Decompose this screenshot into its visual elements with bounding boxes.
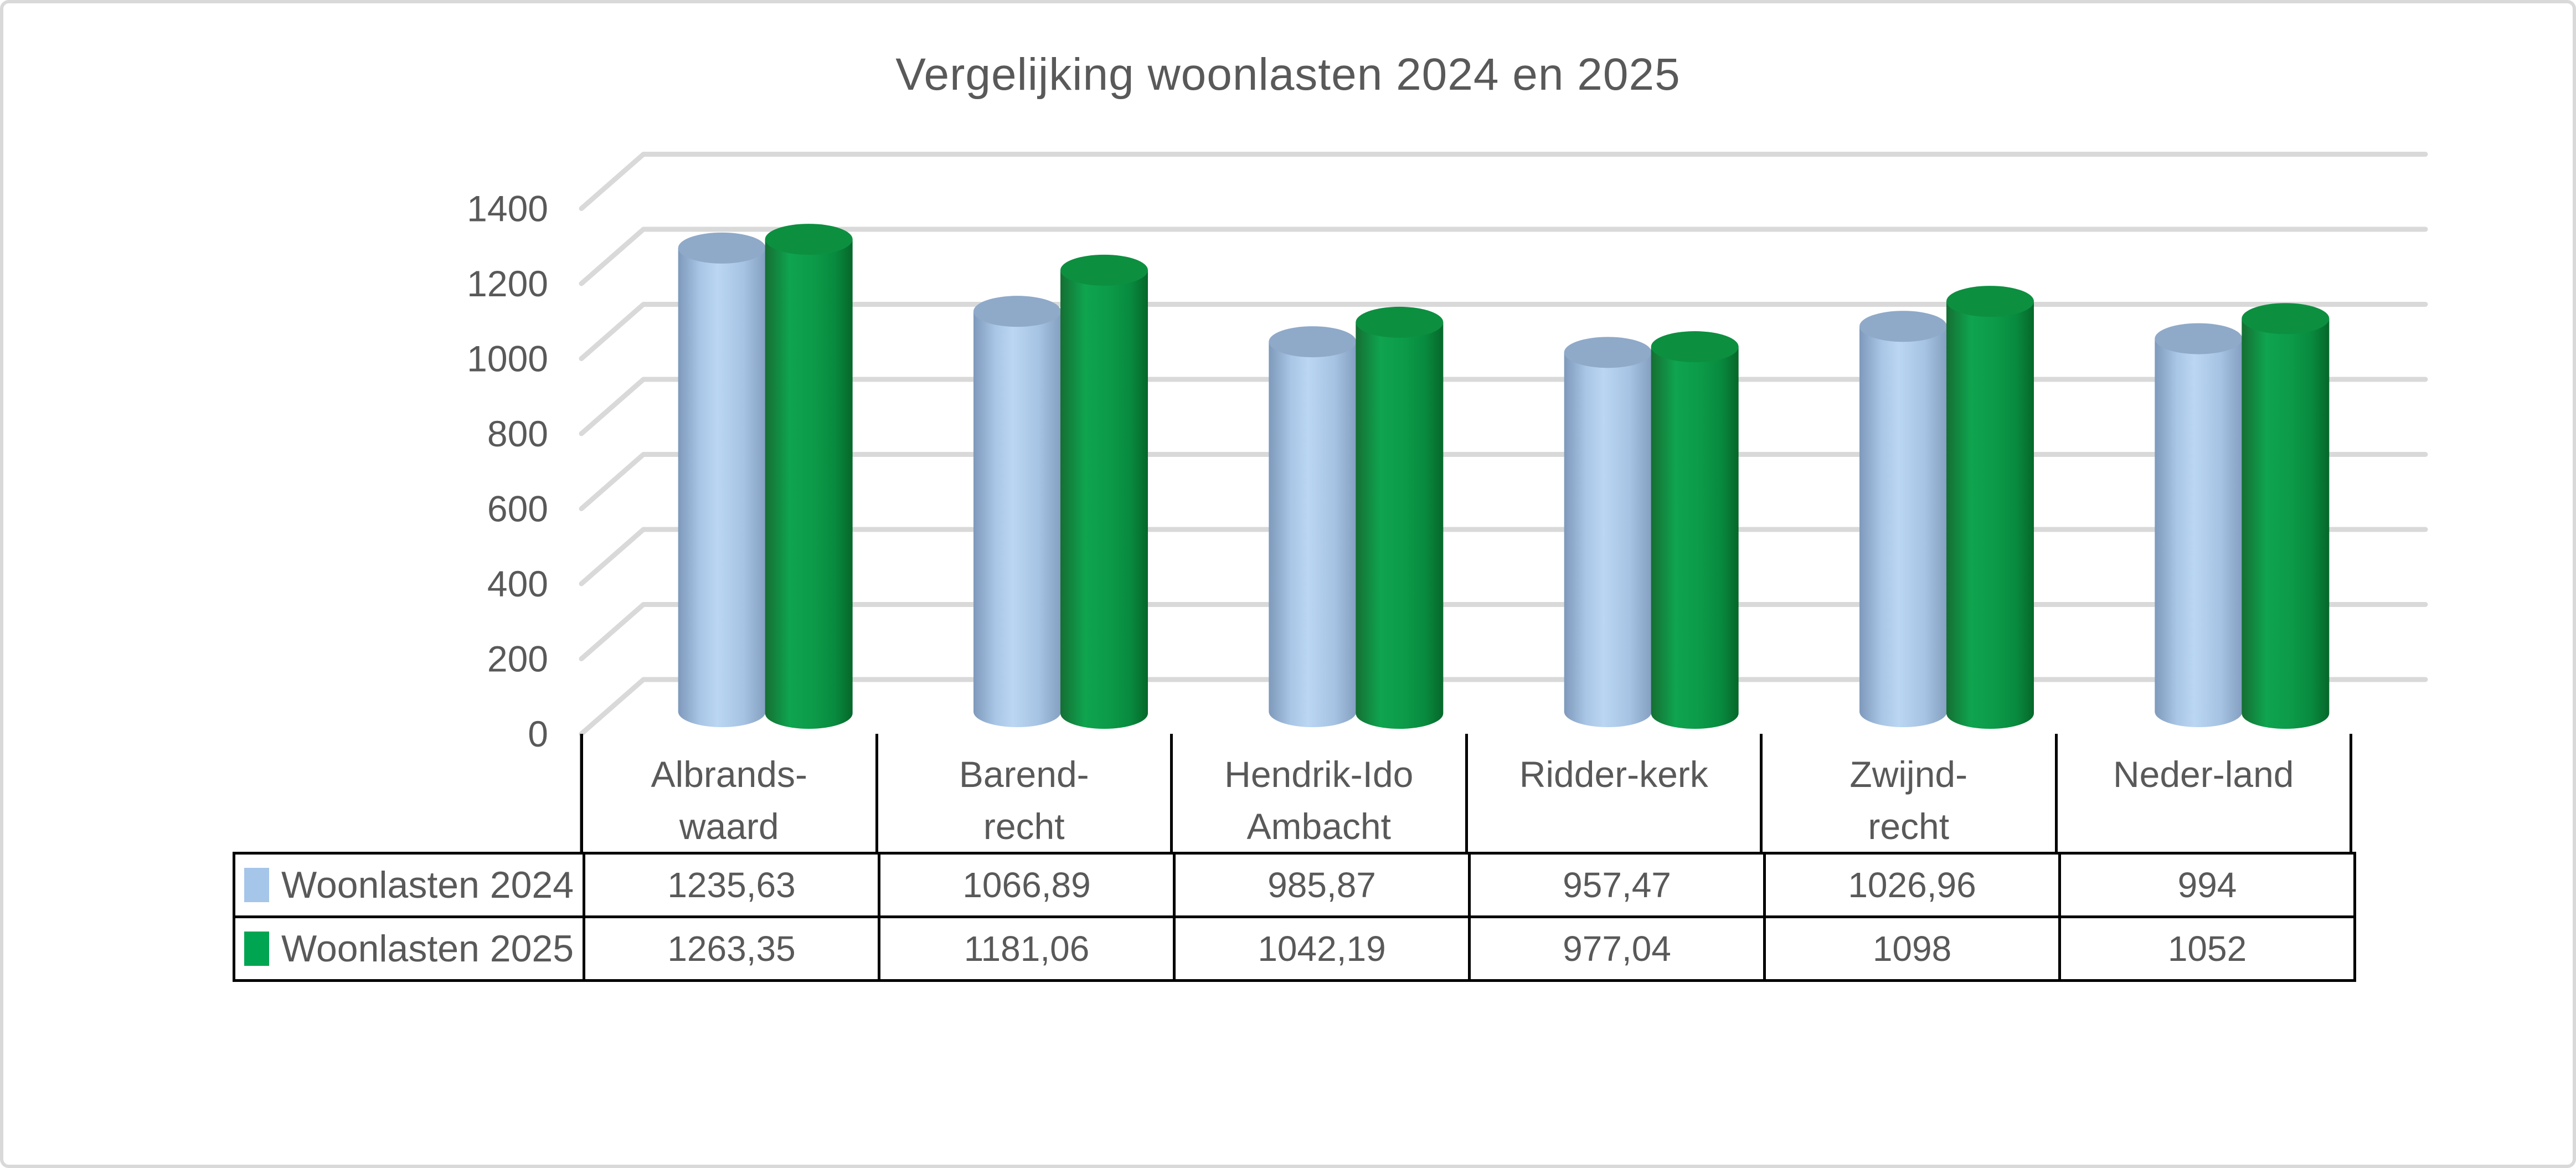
value-cell: 1052: [2058, 915, 2356, 982]
x-axis-label-4: Zwijnd-recht: [1763, 734, 2058, 852]
value-cell: 1042,19: [1173, 915, 1471, 982]
bar-cylinders: [678, 224, 2330, 729]
value-cell: 1181,06: [878, 915, 1176, 982]
cylinder-2025-4: [1946, 286, 2034, 729]
value-cell: 985,87: [1173, 852, 1471, 918]
cylinder-2024-3: [1564, 337, 1652, 728]
x-axis-label-1: Barend-recht: [878, 734, 1173, 852]
legend-label: Woonlasten 2024: [281, 864, 574, 906]
cylinder-2024-5: [2155, 323, 2243, 728]
value-cell: 1066,89: [878, 852, 1176, 918]
svg-text:1000: 1000: [467, 338, 548, 379]
legend-cell-2024: Woonlasten 2024: [233, 852, 585, 918]
x-axis-label-5: Neder-land: [2113, 754, 2294, 795]
cylinder-2025-0: [765, 224, 853, 729]
table-row-woonlasten-2024: Woonlasten 2024 1235,63 1066,89 985,87 957,4…: [233, 852, 2356, 918]
svg-text:400: 400: [487, 563, 548, 604]
table-row-woonlasten-2025: Woonlasten 2025 1263,35 1181,06 1042,19 977,…: [233, 915, 2356, 982]
legend-label: Woonlasten 2025: [281, 928, 574, 970]
svg-text:0: 0: [528, 713, 548, 754]
cylinder-2025-1: [1060, 254, 1148, 729]
chart-title: Vergelijking woonlasten 2024 en 2025: [895, 49, 1681, 100]
value-cell: 1026,96: [1763, 852, 2061, 918]
data-table: Woonlasten 2024 1235,63 1066,89 985,87 957,4…: [233, 852, 2356, 982]
cylinder-2024-2: [1269, 326, 1357, 728]
value-cell: 957,47: [1468, 852, 1766, 918]
x-axis-label-0: Albrands-waard: [583, 734, 878, 852]
x-axis-category-row: Albrands-waard Barend-recht Hendrik-Ido Amb…: [580, 734, 2352, 852]
value-cell: 1098: [1763, 915, 2061, 982]
value-cell: 994: [2058, 852, 2356, 918]
svg-text:200: 200: [487, 639, 548, 680]
svg-text:800: 800: [487, 413, 548, 454]
x-axis-label-3: Ridder-kerk: [1468, 734, 1763, 852]
cylinder-2025-3: [1651, 331, 1739, 729]
svg-text:1200: 1200: [467, 263, 548, 304]
svg-text:600: 600: [487, 488, 548, 529]
value-cell: 977,04: [1468, 915, 1766, 982]
cylinder-2025-2: [1356, 306, 1444, 729]
cylinder-2024-0: [678, 232, 766, 728]
y-axis-labels: 0 200 400 600 800 1000 1200 1400: [467, 188, 548, 755]
cylinder-2024-4: [1859, 311, 1947, 727]
x-axis-label-2: Hendrik-Ido Ambacht: [1173, 734, 1468, 852]
value-cell: 1263,35: [583, 915, 880, 982]
value-cell: 1235,63: [583, 852, 880, 918]
legend-cell-2025: Woonlasten 2025: [233, 915, 585, 982]
legend-swatch-icon: [244, 932, 269, 966]
legend-swatch-icon: [244, 868, 269, 902]
cylinder-2025-5: [2242, 303, 2330, 729]
gridlines: [579, 152, 2428, 737]
cylinder-2024-1: [973, 296, 1061, 727]
svg-text:1400: 1400: [467, 188, 548, 229]
